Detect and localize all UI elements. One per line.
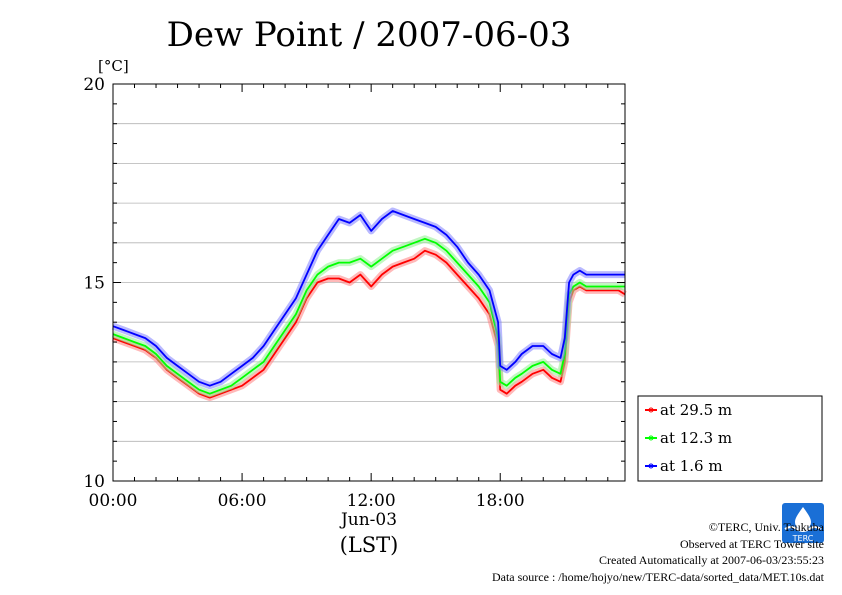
x-tick-label: 12:00 <box>347 491 396 511</box>
y-tick-label: 20 <box>83 75 105 95</box>
y-tick-label: 10 <box>83 472 105 492</box>
y-axis-label: [°C] <box>98 57 129 75</box>
x-axis-label: (LST) <box>340 533 399 557</box>
legend-label-0: at 29.5 m <box>660 401 732 419</box>
legend-label-1: at 12.3 m <box>660 429 732 447</box>
series-line-1 <box>112 237 625 395</box>
x-tick-label: 00:00 <box>89 491 138 511</box>
axis-ticks <box>112 83 625 482</box>
legend-box <box>637 395 823 482</box>
y-tick-labels: 10 15 20 <box>83 75 105 492</box>
logo-text: TERC <box>792 534 814 543</box>
series-band-2 <box>111 207 625 390</box>
source-text: Data source : /home/hojyo/new/TERC-data/… <box>491 569 824 584</box>
legend: at 29.5 m at 12.3 m at 1.6 m <box>637 395 823 482</box>
legend-marker-1 <box>648 435 654 441</box>
x-tick-labels: 00:00 06:00 12:00 18:00 <box>89 491 525 511</box>
site-text: Observed at TERC Tower site <box>679 536 824 551</box>
chart-title: Dew Point / 2007-06-03 <box>167 15 572 55</box>
created-text: Created Automatically at 2007-06-03/23:5… <box>599 553 824 567</box>
credits-block: ©TERC, Univ. Tsukuba Observed at TERC To… <box>492 519 824 585</box>
water-drop-icon <box>795 507 811 530</box>
terc-logo: TERC <box>782 503 824 543</box>
series-line-0 <box>112 249 626 399</box>
x-tick-label: 18:00 <box>476 491 525 511</box>
legend-marker-0 <box>648 407 654 413</box>
legend-label-2: at 1.6 m <box>660 457 723 475</box>
series-band-1 <box>111 235 625 398</box>
x-tick-label: 06:00 <box>218 491 267 511</box>
wave-icon <box>784 526 822 532</box>
legend-marker-2 <box>648 463 654 469</box>
series-line-2 <box>112 210 625 387</box>
y-tick-label: 15 <box>83 274 105 294</box>
copyright-text: ©TERC, Univ. Tsukuba <box>708 520 824 534</box>
x-date-label: Jun-03 <box>339 510 397 530</box>
series-lines <box>111 207 627 402</box>
